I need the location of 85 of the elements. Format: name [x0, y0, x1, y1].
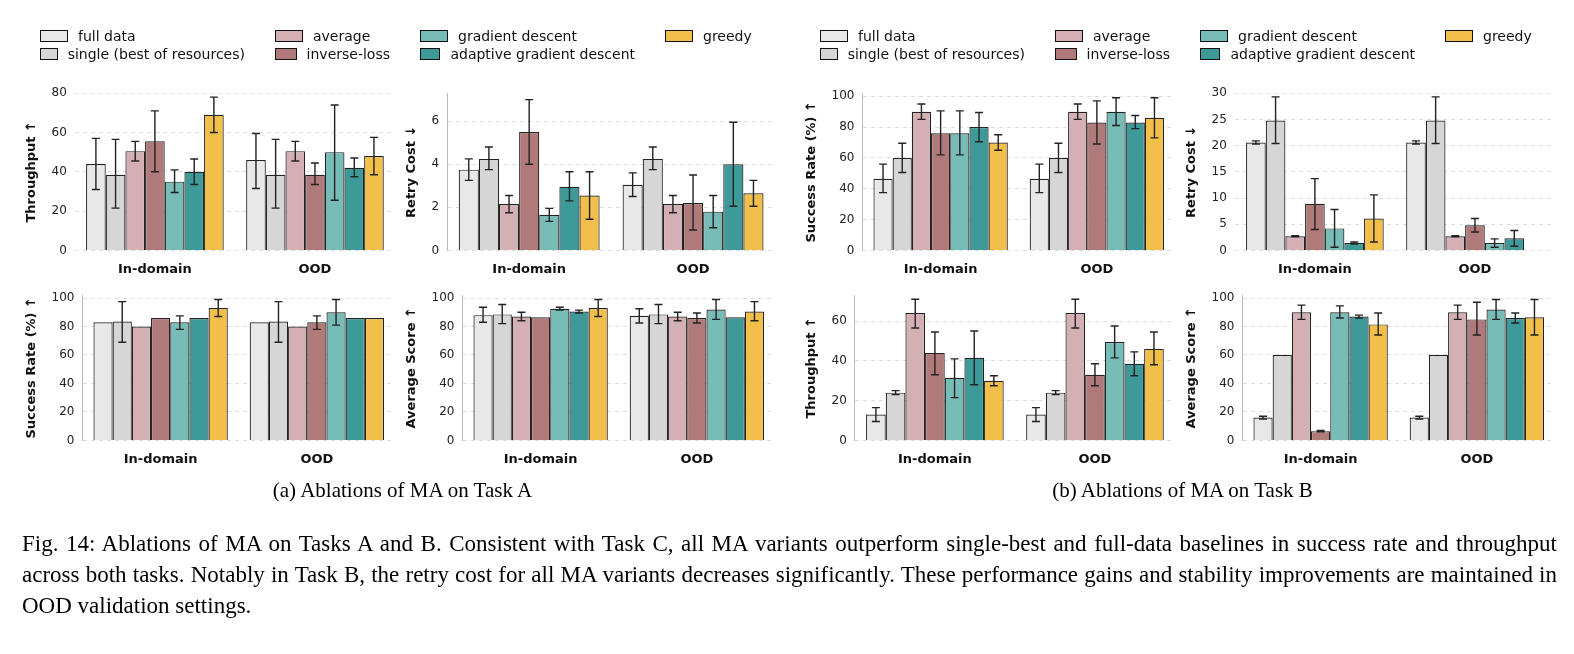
y-tick-label: 100	[431, 290, 455, 305]
x-tick-label: In-domain	[118, 260, 192, 276]
y-tick-label: 0	[446, 432, 455, 447]
y-tick-label: 40	[59, 375, 75, 390]
y-axis-title: Throughput ↑	[803, 317, 819, 419]
x-tick-label: In-domain	[898, 450, 972, 466]
y-tick-label: 40	[839, 180, 855, 195]
legend-label: greedy	[703, 28, 752, 44]
x-tick-label: In-domain	[1283, 450, 1358, 466]
x-tick-label: OOD	[1078, 450, 1112, 466]
y-tick-label: 0	[431, 242, 440, 257]
y-tick-label: 40	[1219, 375, 1235, 390]
y-tick-label: 60	[831, 313, 847, 328]
y-axis-title: Average Score ↑	[1183, 307, 1199, 429]
y-tick-label: 20	[51, 203, 67, 218]
x-tick-label: In-domain	[503, 450, 578, 466]
y-tick-label: 5	[1219, 216, 1227, 231]
y-tick-label: 80	[839, 119, 855, 134]
legend-label: inverse-loss	[306, 46, 390, 62]
y-tick-label: 60	[59, 347, 75, 362]
y-tick-label: 0	[839, 432, 847, 447]
x-tick-label: In-domain	[1278, 260, 1352, 276]
y-axis-title: Retry Cost ↓	[1183, 125, 1199, 218]
y-tick-label: 80	[51, 85, 67, 100]
legend-label: single (best of resources)	[847, 46, 1025, 62]
y-tick-label: 6	[431, 113, 440, 128]
y-axis-title: Throughput ↑	[23, 121, 39, 223]
y-tick-label: 20	[839, 211, 855, 226]
text: (b) Ablations of MA on Task B	[1051, 478, 1314, 503]
y-tick-label: 20	[1219, 404, 1235, 419]
y-tick-label: 20	[1211, 137, 1227, 152]
legend-label: full data	[858, 28, 916, 44]
legend-label: adaptive gradient descent	[1230, 46, 1415, 62]
x-tick-label: OOD	[1080, 260, 1114, 276]
y-tick-label: 100	[51, 290, 75, 305]
y-axis-title: Average Score ↑	[403, 307, 419, 429]
legend-label: gradient descent	[1238, 28, 1357, 44]
x-tick-label: In-domain	[123, 450, 198, 466]
y-tick-label: 60	[51, 124, 67, 139]
y-tick-label: 40	[51, 163, 67, 178]
legend-label: gradient descent	[458, 28, 577, 44]
x-tick-label: OOD	[300, 450, 334, 466]
y-tick-label: 0	[1226, 432, 1235, 447]
y-tick-label: 20	[439, 404, 455, 419]
x-tick-label: OOD	[676, 260, 710, 276]
caption: Fig. 14: Ablations of MA on Tasks A and B. Consistent with Task C, all MA variants outperform single-best and full-data baselines in success rate and throughput across both tasks. Notably in Task B, the retry cost for all MA variants decreases significantly. These performance gains and stability improvements are maintained in OOD validation settings.	[22, 530, 1557, 620]
x-tick-label: In-domain	[903, 260, 978, 276]
legend-label: average	[313, 28, 371, 44]
y-tick-label: 60	[1219, 347, 1235, 362]
y-tick-label: 0	[66, 432, 75, 447]
y-tick-label: 20	[831, 392, 847, 407]
y-tick-label: 100	[1211, 290, 1235, 305]
y-axis-title: Success Rate (%) ↑	[23, 297, 39, 439]
y-tick-label: 80	[59, 318, 75, 333]
y-tick-label: 0	[59, 242, 67, 257]
y-tick-label: 25	[1211, 111, 1227, 126]
y-axis-title: Success Rate (%) ↑	[803, 101, 819, 243]
y-tick-label: 80	[1219, 318, 1235, 333]
y-tick-label: 40	[831, 352, 847, 367]
y-tick-label: 4	[431, 156, 440, 171]
y-tick-label: 0	[846, 242, 855, 257]
legend-label: adaptive gradient descent	[450, 46, 635, 62]
text: (a) Ablations of MA on Task A	[271, 478, 534, 503]
legend-label: average	[1093, 28, 1151, 44]
y-tick-label: 2	[431, 199, 440, 214]
legend-label: inverse-loss	[1086, 46, 1170, 62]
x-tick-label: OOD	[680, 450, 714, 466]
y-tick-label: 80	[439, 318, 455, 333]
legend-label: greedy	[1483, 28, 1532, 44]
y-tick-label: 40	[439, 375, 455, 390]
x-tick-label: OOD	[298, 260, 332, 276]
y-tick-label: 20	[59, 404, 75, 419]
y-tick-label: 15	[1211, 163, 1227, 178]
y-tick-label: 60	[839, 150, 855, 165]
legend-label: full data	[78, 28, 136, 44]
y-tick-label: 100	[831, 88, 855, 103]
y-axis-title: Retry Cost ↓	[403, 125, 419, 218]
y-tick-label: 0	[1219, 242, 1227, 257]
x-tick-label: In-domain	[492, 260, 567, 276]
y-tick-label: 10	[1211, 190, 1227, 205]
legend-label: single (best of resources)	[67, 46, 245, 62]
y-tick-label: 30	[1211, 85, 1227, 100]
y-tick-label: 60	[439, 347, 455, 362]
x-tick-label: OOD	[1458, 260, 1492, 276]
x-tick-label: OOD	[1460, 450, 1494, 466]
